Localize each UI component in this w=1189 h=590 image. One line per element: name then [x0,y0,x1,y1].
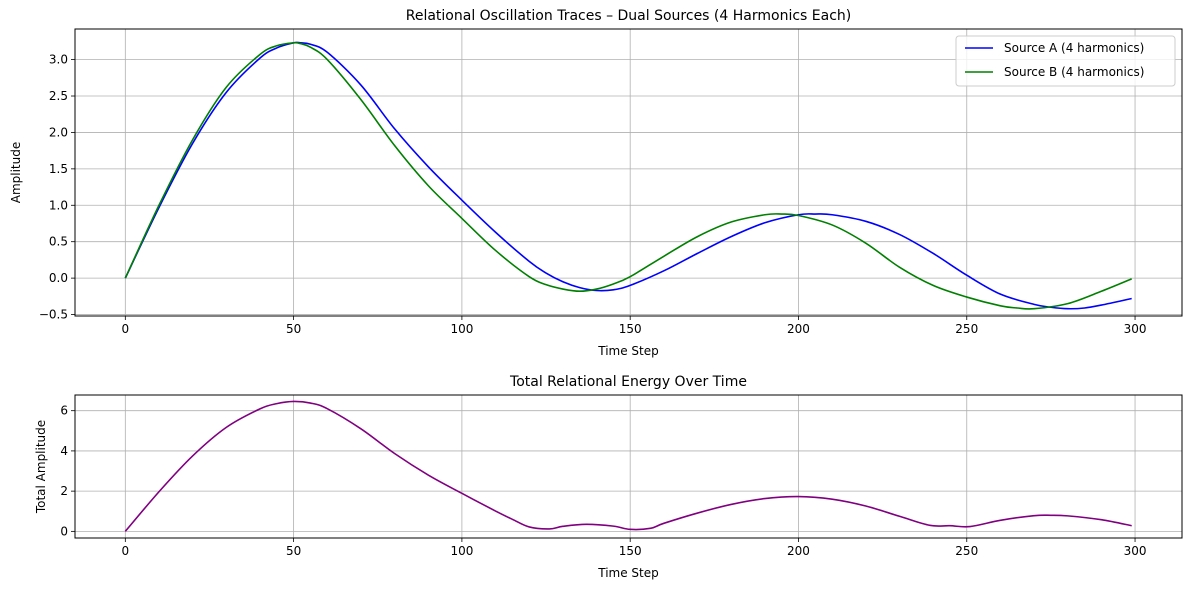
x-tick-label: 100 [450,544,473,558]
top-plot-frame [74,28,1183,317]
y-tick-label: 2.0 [49,125,68,139]
bottom-y-axis-label: Total Amplitude [34,420,48,514]
x-tick-label: 300 [1124,322,1147,336]
series-line-source-b-4-harmonics [124,41,1132,310]
y-tick-label: 2.5 [49,89,68,103]
x-tick-label: 250 [955,544,978,558]
x-tick-label: 150 [619,322,642,336]
y-tick-label: 0.5 [49,235,68,249]
bottom-plot-area [75,395,1182,538]
top-y-ticks: −0.5 0.0 0.5 1.0 1.5 2.0 2.5 3.0 [39,53,75,322]
bottom-lines [124,400,1132,532]
bottom-chart-title: Total Relational Energy Over Time [509,374,747,390]
y-tick-label: 0.0 [49,271,68,285]
bottom-axes: Total Relational Energy Over Time 0 50 100… [34,374,1183,580]
legend-box [955,35,1176,87]
series-line-total [124,400,1132,532]
x-tick-label: 0 [121,322,129,336]
x-tick-label: 50 [286,322,301,336]
legend: Source A (4 harmonics) Source B (4 harmo… [955,35,1176,87]
bottom-x-axis-label: Time Step [597,566,659,580]
x-tick-label: 50 [286,544,301,558]
y-tick-label: −0.5 [39,308,68,322]
bottom-grid [75,395,1182,538]
top-grid [75,29,1182,316]
bottom-plot-frame [74,394,1183,539]
top-lines [124,41,1132,310]
x-tick-label: 300 [1124,544,1147,558]
y-tick-label: 0 [60,524,68,538]
x-tick-label: 150 [619,544,642,558]
legend-label-source-a: Source A (4 harmonics) [1004,41,1144,55]
legend-label-source-b: Source B (4 harmonics) [1004,65,1144,79]
bottom-x-ticks: 0 50 100 150 200 250 300 [121,538,1147,558]
x-tick-label: 100 [450,322,473,336]
top-chart-title: Relational Oscillation Traces – Dual Sou… [406,8,851,24]
top-x-ticks: 0 50 100 150 200 250 300 [121,316,1147,336]
top-x-axis-label: Time Step [597,344,659,358]
y-tick-label: 1.0 [49,198,68,212]
x-tick-label: 0 [121,544,129,558]
x-tick-label: 250 [955,322,978,336]
bottom-y-ticks: 0 2 4 6 [60,404,75,538]
x-tick-label: 200 [787,544,810,558]
y-tick-label: 3.0 [49,53,68,67]
y-tick-label: 6 [60,404,68,418]
x-tick-label: 200 [787,322,810,336]
y-tick-label: 1.5 [49,162,68,176]
y-tick-label: 2 [60,484,68,498]
y-tick-label: 4 [60,444,68,458]
top-y-axis-label: Amplitude [9,142,23,204]
top-axes: Relational Oscillation Traces – Dual Sou… [9,8,1183,358]
